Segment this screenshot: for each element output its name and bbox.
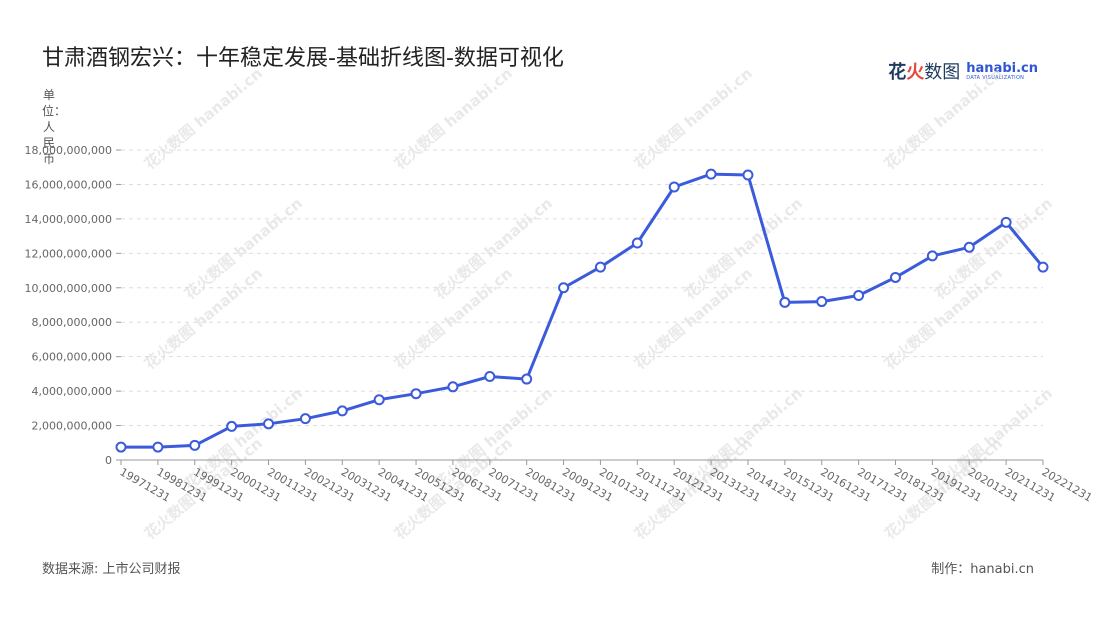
y-tick-label: 0 <box>105 454 112 467</box>
data-point <box>1000 216 1012 228</box>
data-point <box>963 241 975 253</box>
brand-english: hanabi.cn DATA VISUALIZATION <box>966 62 1038 81</box>
data-point <box>631 237 643 249</box>
watermark-text: 花火数图 hanabi.cn <box>141 64 266 173</box>
maker-credit: 制作：hanabi.cn <box>931 562 1034 577</box>
y-tick-label: 4,000,000,000 <box>32 385 112 398</box>
y-axis: 0 2,000,000,000 4,000,000,000 6,000,000,000… <box>25 144 121 467</box>
y-tick-label: 16,000,000,000 <box>25 178 112 191</box>
y-tick-label: 6,000,000,000 <box>32 351 112 364</box>
watermark-text: 花火数图 hanabi.cn <box>881 64 1006 173</box>
data-series <box>115 168 1049 453</box>
data-point <box>447 381 459 393</box>
data-point <box>926 250 938 262</box>
page-title: 甘肃酒钢宏兴：十年稳定发展-基础折线图-数据可视化 <box>42 46 564 71</box>
series-line <box>121 172 1045 449</box>
data-point <box>410 388 422 400</box>
data-point <box>484 370 496 382</box>
grid-lines <box>121 149 1043 427</box>
data-point <box>816 296 828 308</box>
data-point <box>521 373 533 385</box>
data-point <box>336 405 348 417</box>
data-point <box>853 290 865 302</box>
y-tick-label: 18,000,000,000 <box>25 144 112 157</box>
data-point <box>705 168 717 180</box>
brand-tagline: DATA VISUALIZATION <box>966 74 1025 81</box>
data-point <box>115 441 127 453</box>
data-point <box>779 296 791 308</box>
data-point <box>594 261 606 273</box>
data-source: 数据来源: 上市公司财报 <box>42 562 181 577</box>
data-point <box>558 282 570 294</box>
watermark-text: 花火数图 hanabi.cn <box>631 64 756 173</box>
y-tick-label: 12,000,000,000 <box>25 247 112 260</box>
brand-logo: 花火数图 hanabi.cn DATA VISUALIZATION <box>888 58 1038 84</box>
y-tick-label: 14,000,000,000 <box>25 213 112 226</box>
data-point <box>226 420 238 432</box>
data-point <box>742 169 754 181</box>
y-tick-label: 2,000,000,000 <box>32 420 112 433</box>
data-point <box>152 441 164 453</box>
brand-english-name: hanabi.cn <box>966 60 1038 76</box>
data-point <box>1037 261 1049 273</box>
data-point <box>299 413 311 425</box>
data-point <box>668 181 680 193</box>
y-tick-label: 8,000,000,000 <box>32 316 112 329</box>
data-point <box>373 394 385 406</box>
watermark-text: 花火数图 hanabi.cn <box>391 64 516 173</box>
data-point <box>263 418 275 430</box>
y-tick-label: 10,000,000,000 <box>25 282 112 295</box>
brand-chinese-name: 花火数图 <box>888 62 961 83</box>
data-point <box>889 271 901 283</box>
data-point <box>189 439 201 451</box>
